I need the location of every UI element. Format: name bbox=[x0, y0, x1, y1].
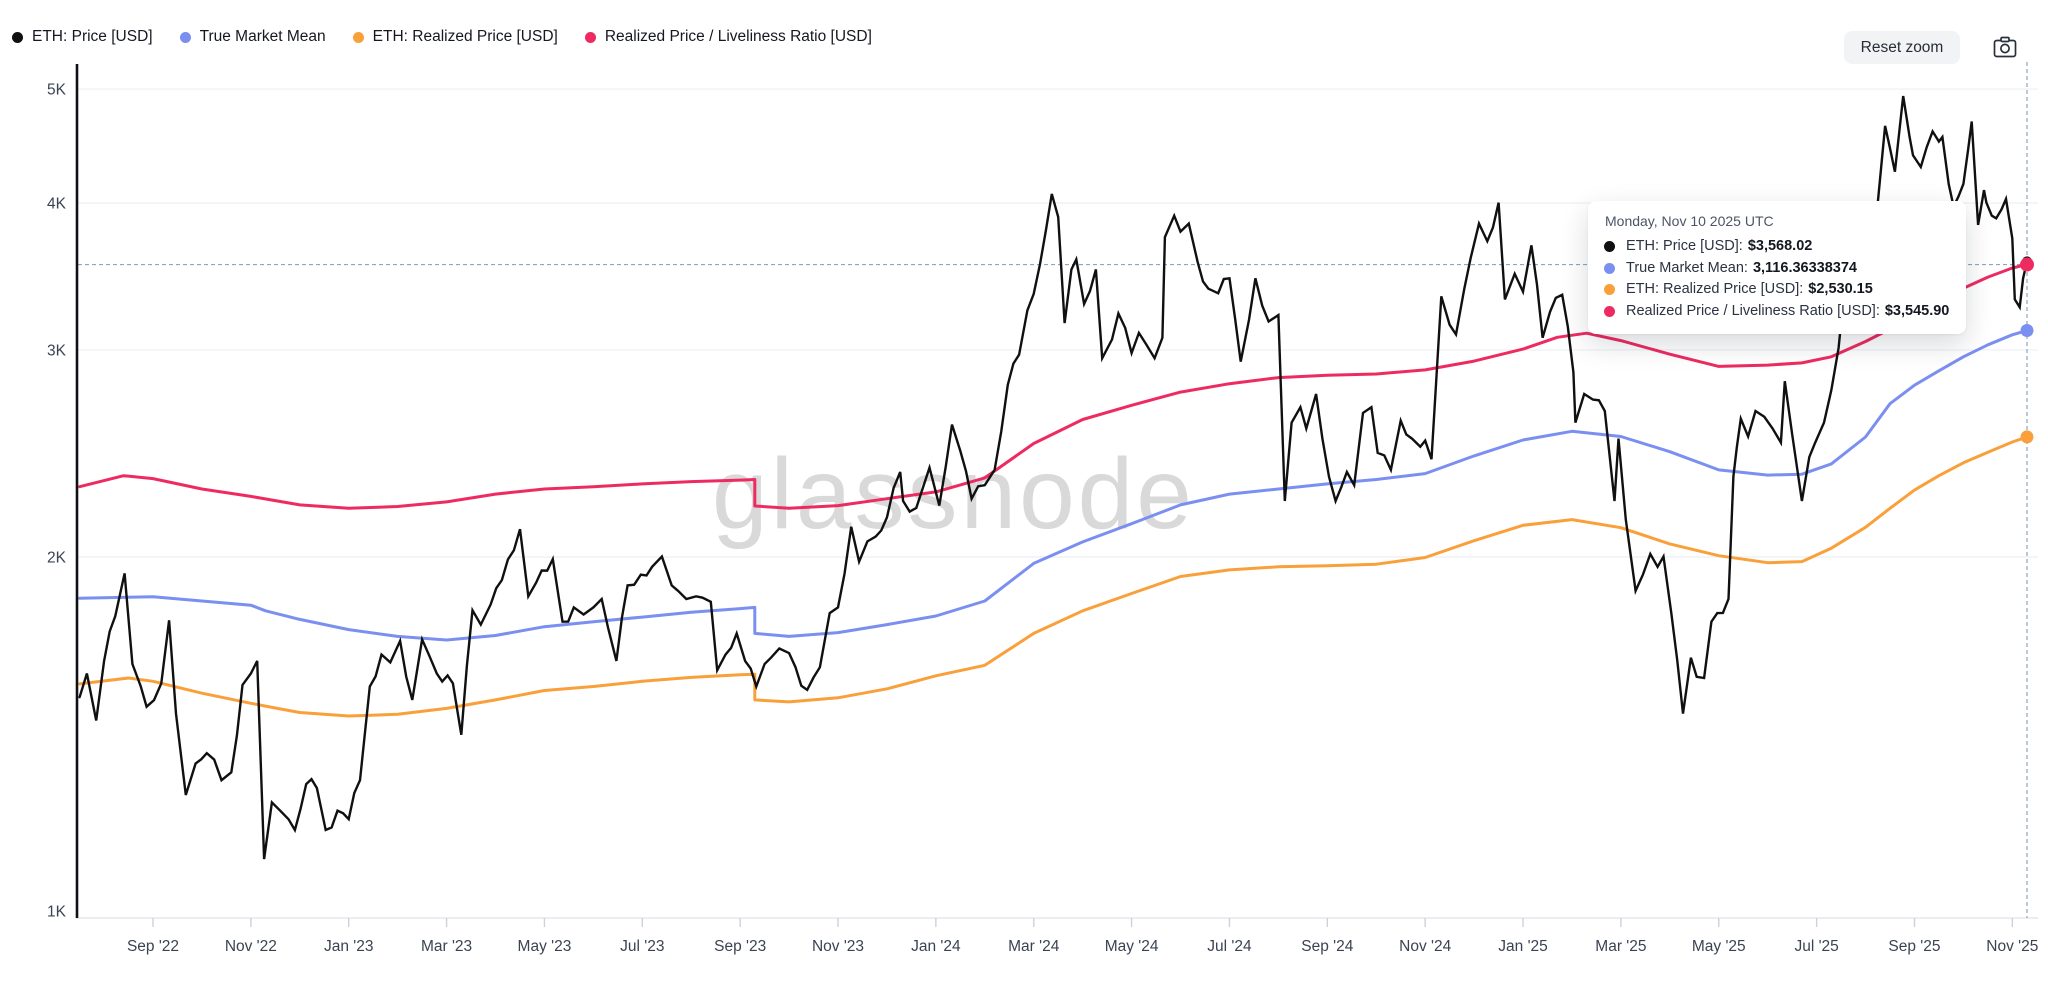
legend-item-3[interactable]: Realized Price / Liveliness Ratio [USD] bbox=[584, 28, 872, 46]
y-tick-label: 4K bbox=[47, 196, 67, 213]
x-tick-label: Mar '25 bbox=[1595, 938, 1646, 955]
tooltip-series-dot-icon bbox=[1604, 305, 1615, 317]
x-tick-label: Jul '24 bbox=[1207, 938, 1252, 955]
tooltip-row-label: ETH: Price [USD]: bbox=[1626, 238, 1743, 254]
x-tick-label: May '25 bbox=[1692, 938, 1746, 955]
legend-item-2[interactable]: ETH: Realized Price [USD] bbox=[352, 28, 558, 46]
series-end-marker bbox=[2020, 257, 2035, 272]
legend-dot-icon bbox=[12, 31, 23, 43]
series-line-liveliness-ratio bbox=[78, 263, 2029, 510]
tooltip-series-dot-icon bbox=[1604, 284, 1615, 296]
x-tick-label: Jul '23 bbox=[620, 938, 664, 955]
legend-dot-icon bbox=[584, 31, 596, 43]
series-line-true-market-mean bbox=[78, 329, 2029, 642]
tooltip-row: ETH: Realized Price [USD]: $2,530.15 bbox=[1602, 279, 1949, 301]
y-tick-label: 1K bbox=[47, 904, 67, 921]
x-tick-label: Nov '22 bbox=[225, 938, 277, 955]
reset-zoom-button[interactable]: Reset zoom bbox=[1844, 31, 1960, 64]
x-tick-label: Nov '24 bbox=[1399, 938, 1451, 955]
legend-item-0[interactable]: ETH: Price [USD] bbox=[12, 28, 153, 46]
x-tick-label: Jan '24 bbox=[911, 938, 961, 955]
legend-item-1[interactable]: True Market Mean bbox=[179, 28, 326, 46]
x-tick-label: Nov '25 bbox=[1986, 938, 2038, 955]
x-tick-label: May '24 bbox=[1105, 938, 1159, 955]
tooltip-series-dot-icon bbox=[1604, 241, 1615, 253]
x-tick-label: Sep '22 bbox=[127, 938, 179, 955]
legend-dot-icon bbox=[179, 31, 191, 43]
tooltip-series-dot-icon bbox=[1604, 262, 1615, 274]
y-tick-label: 2K bbox=[47, 550, 67, 567]
tooltip-row-label: True Market Mean: bbox=[1626, 259, 1748, 276]
tooltip-row-value: $3,568.02 bbox=[1747, 238, 1813, 254]
legend-item-label: Realized Price / Liveliness Ratio [USD] bbox=[604, 28, 872, 45]
tooltip-date: Monday, Nov 10 2025 UTC bbox=[1605, 213, 1774, 229]
x-tick-label: Sep '24 bbox=[1301, 938, 1353, 955]
x-tick-label: Jan '23 bbox=[324, 938, 374, 955]
tooltip-row-label: ETH: Realized Price [USD]: bbox=[1626, 281, 1804, 297]
camera-icon bbox=[1993, 36, 2017, 61]
chart-tooltip: Monday, Nov 10 2025 UTC ETH: Price [USD]… bbox=[1588, 201, 1967, 334]
chart-legend: ETH: Price [USD] True Market Mean ETH: Rea… bbox=[12, 28, 872, 46]
x-tick-label: Nov '23 bbox=[812, 938, 864, 955]
tooltip-row-label: Realized Price / Liveliness Ratio [USD]: bbox=[1626, 302, 1880, 319]
y-tick-label: 5K bbox=[47, 82, 67, 99]
x-tick-label: Mar '23 bbox=[421, 938, 472, 955]
x-tick-label: Jul '25 bbox=[1794, 938, 1838, 955]
legend-dot-icon bbox=[352, 31, 364, 43]
legend-item-label: ETH: Price [USD] bbox=[32, 28, 153, 45]
series-end-marker bbox=[2020, 323, 2034, 337]
series-end-marker bbox=[2020, 430, 2034, 444]
legend-item-label: ETH: Realized Price [USD] bbox=[372, 28, 558, 45]
tooltip-row-value: $3,545.90 bbox=[1884, 302, 1950, 319]
x-tick-label: Sep '25 bbox=[1888, 938, 1940, 955]
glassnode-watermark: glassnode bbox=[712, 438, 1195, 550]
tooltip-row: Realized Price / Liveliness Ratio [USD]:… bbox=[1602, 301, 1949, 323]
tooltip-row: ETH: Price [USD]: $3,568.02 bbox=[1602, 236, 1949, 258]
series-line-realized-price bbox=[78, 435, 2029, 718]
tooltip-row-value: 3,116.36338374 bbox=[1752, 259, 1857, 276]
x-tick-label: Sep '23 bbox=[714, 938, 766, 955]
camera-button[interactable] bbox=[1993, 36, 2017, 58]
y-tick-label: 3K bbox=[47, 342, 67, 359]
x-tick-label: May '23 bbox=[518, 938, 572, 955]
x-tick-label: Mar '24 bbox=[1008, 938, 1060, 955]
tooltip-row-value: $2,530.15 bbox=[1808, 281, 1873, 297]
series-line-eth-price bbox=[78, 95, 2029, 860]
legend-item-label: True Market Mean bbox=[199, 28, 326, 45]
x-tick-label: Jan '25 bbox=[1498, 938, 1548, 955]
tooltip-row: True Market Mean: 3,116.36338374 bbox=[1602, 258, 1949, 280]
